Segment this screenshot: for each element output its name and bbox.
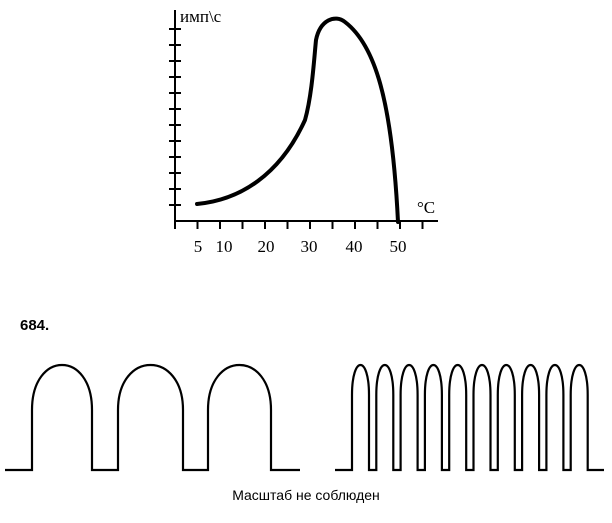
x-tick-labels: 5 10 20 30 40 50 <box>194 237 407 256</box>
figure-number: 684. <box>20 317 49 334</box>
x-tick-label: 20 <box>258 237 275 256</box>
wide-pulse-train <box>5 363 300 472</box>
temperature-graph: имп\с °C 5 10 20 30 40 50 <box>169 7 438 256</box>
x-tick-label: 5 <box>194 237 203 256</box>
x-tick-label: 40 <box>346 237 363 256</box>
x-axis-ticks <box>174 221 424 229</box>
caption: Масштаб не соблюден <box>232 487 380 503</box>
narrow-pulse-train <box>335 363 604 472</box>
x-tick-label: 10 <box>216 237 233 256</box>
x-tick-label: 50 <box>390 237 407 256</box>
y-axis-label: имп\с <box>180 7 222 26</box>
y-axis-ticks <box>169 28 181 206</box>
response-curve <box>195 16 400 224</box>
x-tick-label: 30 <box>301 237 318 256</box>
x-axis-label: °C <box>417 198 435 217</box>
